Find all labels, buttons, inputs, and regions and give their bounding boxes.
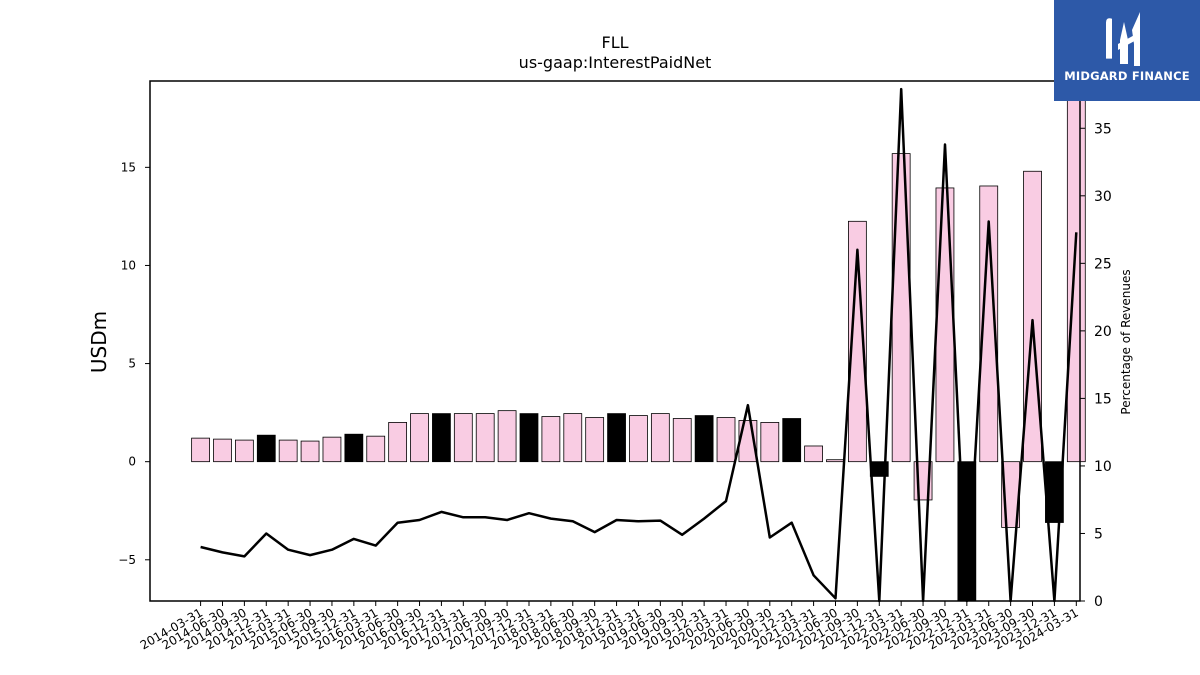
bar-2024-03-31 bbox=[1066, 88, 1086, 463]
bar-2016-06-30 bbox=[388, 422, 408, 463]
bar-2020-12-31 bbox=[782, 418, 802, 463]
y2-tick-label: 35 bbox=[1094, 121, 1112, 137]
brand-logo: MIDGARD FINANCE bbox=[1054, 0, 1200, 101]
bar-2018-03-31 bbox=[541, 416, 561, 463]
plot-frame bbox=[149, 80, 1081, 602]
y2-tick-label: 20 bbox=[1094, 324, 1112, 340]
bar-2023-03-31 bbox=[979, 185, 999, 463]
y-tick-label: −5 bbox=[118, 553, 136, 567]
y2-tick-label: 5 bbox=[1094, 526, 1103, 542]
bar-2014-06-30 bbox=[213, 438, 232, 463]
bar-2014-12-31 bbox=[256, 434, 276, 463]
y-axis-right: 0 5 10 15 20 25 30 35 bbox=[1080, 121, 1112, 610]
y-tick-label: 15 bbox=[121, 160, 136, 174]
chart-title: FLL bbox=[601, 33, 628, 52]
bar-2019-06-30 bbox=[650, 413, 670, 463]
y2-tick-label: 10 bbox=[1094, 459, 1112, 475]
y-tick-label: 0 bbox=[128, 455, 136, 469]
bar-2014-09-30 bbox=[235, 439, 254, 463]
y2-tick-label: 15 bbox=[1094, 391, 1112, 407]
logo-text: MIDGARD FINANCE bbox=[1064, 69, 1190, 83]
bar-2017-12-31 bbox=[519, 413, 539, 463]
bar-2021-09-30 bbox=[848, 220, 867, 463]
bar-2017-09-30 bbox=[497, 410, 517, 463]
bar-2023-09-30 bbox=[1023, 170, 1042, 463]
bar-2015-12-31 bbox=[344, 433, 364, 463]
bar-2021-06-30 bbox=[826, 459, 845, 463]
bar-2016-12-31 bbox=[432, 413, 451, 463]
bar-2017-06-30 bbox=[475, 413, 495, 463]
bar-2015-03-31 bbox=[278, 439, 298, 463]
logo-mark-icon bbox=[1106, 12, 1140, 66]
y-tick-label: 10 bbox=[121, 258, 136, 272]
bar-2019-12-31 bbox=[694, 415, 714, 463]
bar-2015-09-30 bbox=[322, 436, 342, 463]
bar-2015-06-30 bbox=[300, 440, 320, 463]
y-tick-label: 5 bbox=[128, 357, 136, 371]
bar-2018-12-31 bbox=[607, 413, 626, 463]
y-axis-left: −5 0 5 10 15 bbox=[118, 160, 150, 567]
bar-2022-03-31 bbox=[891, 153, 911, 463]
y2-axis-label: Percentage of Revenues bbox=[1119, 269, 1133, 414]
bar-2016-03-31 bbox=[366, 435, 386, 463]
y2-tick-label: 0 bbox=[1094, 594, 1103, 610]
y2-tick-label: 30 bbox=[1094, 189, 1112, 205]
chart-subtitle: us-gaap:InterestPaidNet bbox=[519, 53, 712, 72]
bar-2020-03-31 bbox=[716, 417, 736, 463]
x-axis: 2014-03-312014-06-302014-09-302014-12-31… bbox=[138, 601, 1081, 652]
bar-2017-03-31 bbox=[453, 413, 473, 463]
y-axis-label: USDm bbox=[87, 311, 111, 373]
bar-2018-06-30 bbox=[563, 413, 583, 463]
percentage-line bbox=[200, 87, 1078, 603]
bar-2019-09-30 bbox=[672, 418, 692, 463]
bar-2021-03-31 bbox=[804, 445, 823, 463]
y2-tick-label: 25 bbox=[1094, 256, 1112, 272]
bar-2022-09-30 bbox=[935, 187, 955, 463]
bar-2018-09-30 bbox=[585, 417, 605, 463]
bar-2019-03-31 bbox=[629, 415, 648, 463]
plot-area bbox=[191, 87, 1086, 603]
bar-2020-09-30 bbox=[760, 422, 780, 463]
bar-2016-09-30 bbox=[410, 413, 429, 463]
bar-2014-03-31 bbox=[191, 437, 210, 463]
